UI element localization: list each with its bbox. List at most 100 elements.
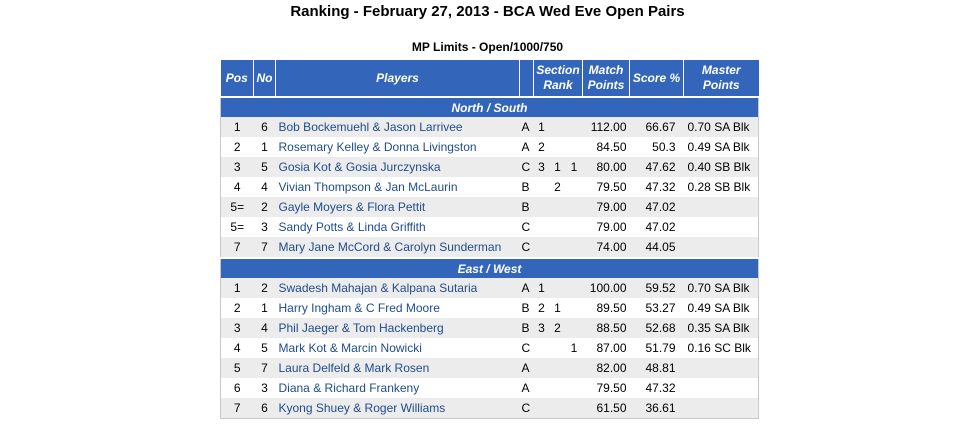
direction-cell: A bbox=[519, 117, 534, 137]
table-row: 1 6 Bob Bockemuehl & Jason Larrivee A 1 112.0… bbox=[220, 117, 759, 137]
rank-a-cell bbox=[533, 358, 550, 378]
rank-a-cell bbox=[533, 217, 550, 237]
match-points-cell: 79.00 bbox=[582, 217, 630, 237]
rank-a-cell bbox=[533, 197, 550, 217]
players-cell[interactable]: Vivian Thompson & Jan McLaurin bbox=[275, 177, 520, 197]
master-points-cell bbox=[683, 237, 759, 259]
table-row: 2 1 Rosemary Kelley & Donna Livingston A 2 84… bbox=[220, 137, 759, 157]
direction-cell: C bbox=[519, 237, 534, 259]
master-points-cell: 0.16 SC Blk bbox=[683, 338, 759, 358]
match-points-cell: 87.00 bbox=[582, 338, 630, 358]
players-cell[interactable]: Harry Ingham & C Fred Moore bbox=[275, 298, 520, 318]
pos-cell: 3 bbox=[220, 157, 254, 177]
score-cell: 47.32 bbox=[629, 378, 684, 398]
direction-cell: A bbox=[519, 137, 534, 157]
rank-b-cell: 1 bbox=[549, 157, 566, 177]
north-south-body: North / South 1 6 Bob Bockemuehl & Jason La… bbox=[220, 96, 759, 259]
header-master-points: Master Points bbox=[683, 60, 759, 97]
direction-cell: C bbox=[519, 217, 534, 237]
rank-b-cell bbox=[549, 217, 566, 237]
pos-cell: 4 bbox=[220, 177, 254, 197]
pos-cell: 2 bbox=[220, 298, 254, 318]
table-row: 3 5 Gosia Kot & Gosia Jurczynska C 3 1 1 80.00 4… bbox=[220, 157, 759, 177]
rank-c-cell bbox=[565, 137, 583, 157]
rank-c-cell bbox=[565, 197, 583, 217]
rank-b-cell bbox=[549, 378, 566, 398]
rank-c-cell: 1 bbox=[565, 157, 583, 177]
table-header-row: Pos No Players Section Rank Match Points… bbox=[220, 60, 759, 97]
pair-number-cell: 6 bbox=[253, 117, 276, 137]
players-cell[interactable]: Mary Jane McCord & Carolyn Sunderman bbox=[275, 237, 520, 259]
players-cell[interactable]: Gosia Kot & Gosia Jurczynska bbox=[275, 157, 520, 177]
players-cell[interactable]: Gayle Moyers & Flora Pettit bbox=[275, 197, 520, 217]
master-points-cell: 0.35 SA Blk bbox=[683, 318, 759, 338]
pair-number-cell: 2 bbox=[253, 278, 276, 298]
score-cell: 47.02 bbox=[629, 217, 684, 237]
rank-b-cell bbox=[549, 117, 566, 137]
rank-b-cell bbox=[549, 197, 566, 217]
master-points-cell bbox=[683, 378, 759, 398]
table-row: 7 7 Mary Jane McCord & Carolyn Sunderman C 7… bbox=[220, 237, 759, 259]
rank-b-cell: 2 bbox=[549, 177, 566, 197]
pair-number-cell: 4 bbox=[253, 318, 276, 338]
score-cell: 36.61 bbox=[629, 398, 684, 419]
pos-cell: 7 bbox=[220, 398, 254, 419]
mp-limits-subtitle: MP Limits - Open/1000/750 bbox=[411, 40, 564, 54]
table-row: 6 3 Diana & Richard Frankeny A 79.50 47.32 bbox=[220, 378, 759, 398]
pos-cell: 5= bbox=[220, 217, 254, 237]
players-cell[interactable]: Diana & Richard Frankeny bbox=[275, 378, 520, 398]
match-points-cell: 82.00 bbox=[582, 358, 630, 378]
pair-number-cell: 7 bbox=[253, 237, 276, 259]
master-points-cell bbox=[683, 398, 759, 419]
direction-cell: B bbox=[519, 177, 534, 197]
rank-a-cell bbox=[533, 398, 550, 419]
match-points-cell: 100.00 bbox=[582, 278, 630, 298]
rank-c-cell bbox=[565, 117, 583, 137]
header-master-points-line1: Master bbox=[701, 63, 741, 77]
direction-cell: B bbox=[519, 318, 534, 338]
rank-c-cell bbox=[565, 398, 583, 419]
pair-number-cell: 5 bbox=[253, 338, 276, 358]
match-points-cell: 84.50 bbox=[582, 137, 630, 157]
rank-c-cell bbox=[565, 378, 583, 398]
section-header-row: East / West bbox=[220, 257, 759, 278]
section-header-row: North / South bbox=[220, 96, 759, 117]
rank-b-cell bbox=[549, 338, 566, 358]
match-points-cell: 80.00 bbox=[582, 157, 630, 177]
players-cell[interactable]: Kyong Shuey & Roger Williams bbox=[275, 398, 520, 419]
east-west-body: East / West 1 2 Swadesh Mahajan & Kalpana S… bbox=[220, 257, 759, 419]
players-cell[interactable]: Bob Bockemuehl & Jason Larrivee bbox=[275, 117, 520, 137]
rank-a-cell: 1 bbox=[533, 117, 550, 137]
rank-b-cell: 1 bbox=[549, 298, 566, 318]
rank-c-cell bbox=[565, 358, 583, 378]
rank-b-cell: 2 bbox=[549, 318, 566, 338]
players-cell[interactable]: Laura Delfeld & Mark Rosen bbox=[275, 358, 520, 378]
ranking-table: Pos No Players Section Rank Match Points… bbox=[220, 60, 759, 419]
master-points-cell: 0.49 SA Blk bbox=[683, 298, 759, 318]
pair-number-cell: 4 bbox=[253, 177, 276, 197]
pair-number-cell: 3 bbox=[253, 217, 276, 237]
pair-number-cell: 6 bbox=[253, 398, 276, 419]
direction-cell: A bbox=[519, 378, 534, 398]
score-cell: 52.68 bbox=[629, 318, 684, 338]
rank-b-cell bbox=[549, 398, 566, 419]
pair-number-cell: 3 bbox=[253, 378, 276, 398]
header-players: Players bbox=[275, 60, 520, 97]
rank-c-cell bbox=[565, 217, 583, 237]
header-master-points-line2: Points bbox=[702, 78, 740, 92]
players-cell[interactable]: Phil Jaeger & Tom Hackenberg bbox=[275, 318, 520, 338]
header-pos: Pos bbox=[220, 60, 254, 97]
table-row: 7 6 Kyong Shuey & Roger Williams C 61.50 36.6… bbox=[220, 398, 759, 419]
players-cell[interactable]: Sandy Potts & Linda Griffith bbox=[275, 217, 520, 237]
rank-c-cell bbox=[565, 298, 583, 318]
pos-cell: 3 bbox=[220, 318, 254, 338]
master-points-cell: 0.70 SA Blk bbox=[683, 117, 759, 137]
direction-cell: B bbox=[519, 197, 534, 217]
score-cell: 59.52 bbox=[629, 278, 684, 298]
players-cell[interactable]: Rosemary Kelley & Donna Livingston bbox=[275, 137, 520, 157]
master-points-cell bbox=[683, 197, 759, 217]
players-cell[interactable]: Mark Kot & Marcin Nowicki bbox=[275, 338, 520, 358]
players-cell[interactable]: Swadesh Mahajan & Kalpana Sutaria bbox=[275, 278, 520, 298]
rank-b-cell bbox=[549, 278, 566, 298]
rank-a-cell: 3 bbox=[533, 318, 550, 338]
